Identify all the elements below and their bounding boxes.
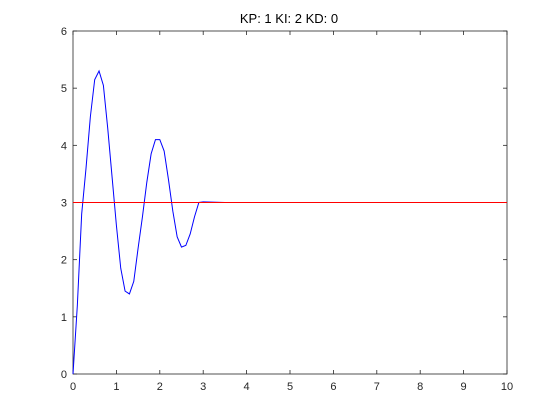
x-tick-label: 9: [461, 381, 467, 393]
y-tick-label: 5: [61, 83, 67, 95]
series-layer: [72, 69, 507, 375]
y-tick-label: 4: [61, 140, 67, 152]
x-tick-label: 0: [70, 381, 76, 393]
x-tick-label: 2: [157, 381, 163, 393]
x-tick-label: 8: [417, 381, 423, 393]
y-tick-label: 2: [61, 255, 67, 267]
chart-title: KP: 1 KI: 2 KD: 0: [240, 11, 338, 26]
x-axis: 0 1 2 3 4 5 6 7 8 9 10: [70, 31, 513, 393]
x-tick-label: 3: [200, 381, 206, 393]
x-tick-label: 7: [374, 381, 380, 393]
y-tick-label: 6: [61, 26, 67, 38]
y-tick-label: 0: [61, 369, 67, 381]
y-tick-label: 1: [61, 312, 67, 324]
x-tick-label: 5: [287, 381, 293, 393]
x-tick-label: 4: [244, 381, 250, 393]
x-tick-label: 10: [501, 381, 513, 393]
y-tick-label: 3: [61, 198, 67, 210]
x-tick-label: 1: [113, 381, 119, 393]
x-tick-label: 6: [330, 381, 336, 393]
